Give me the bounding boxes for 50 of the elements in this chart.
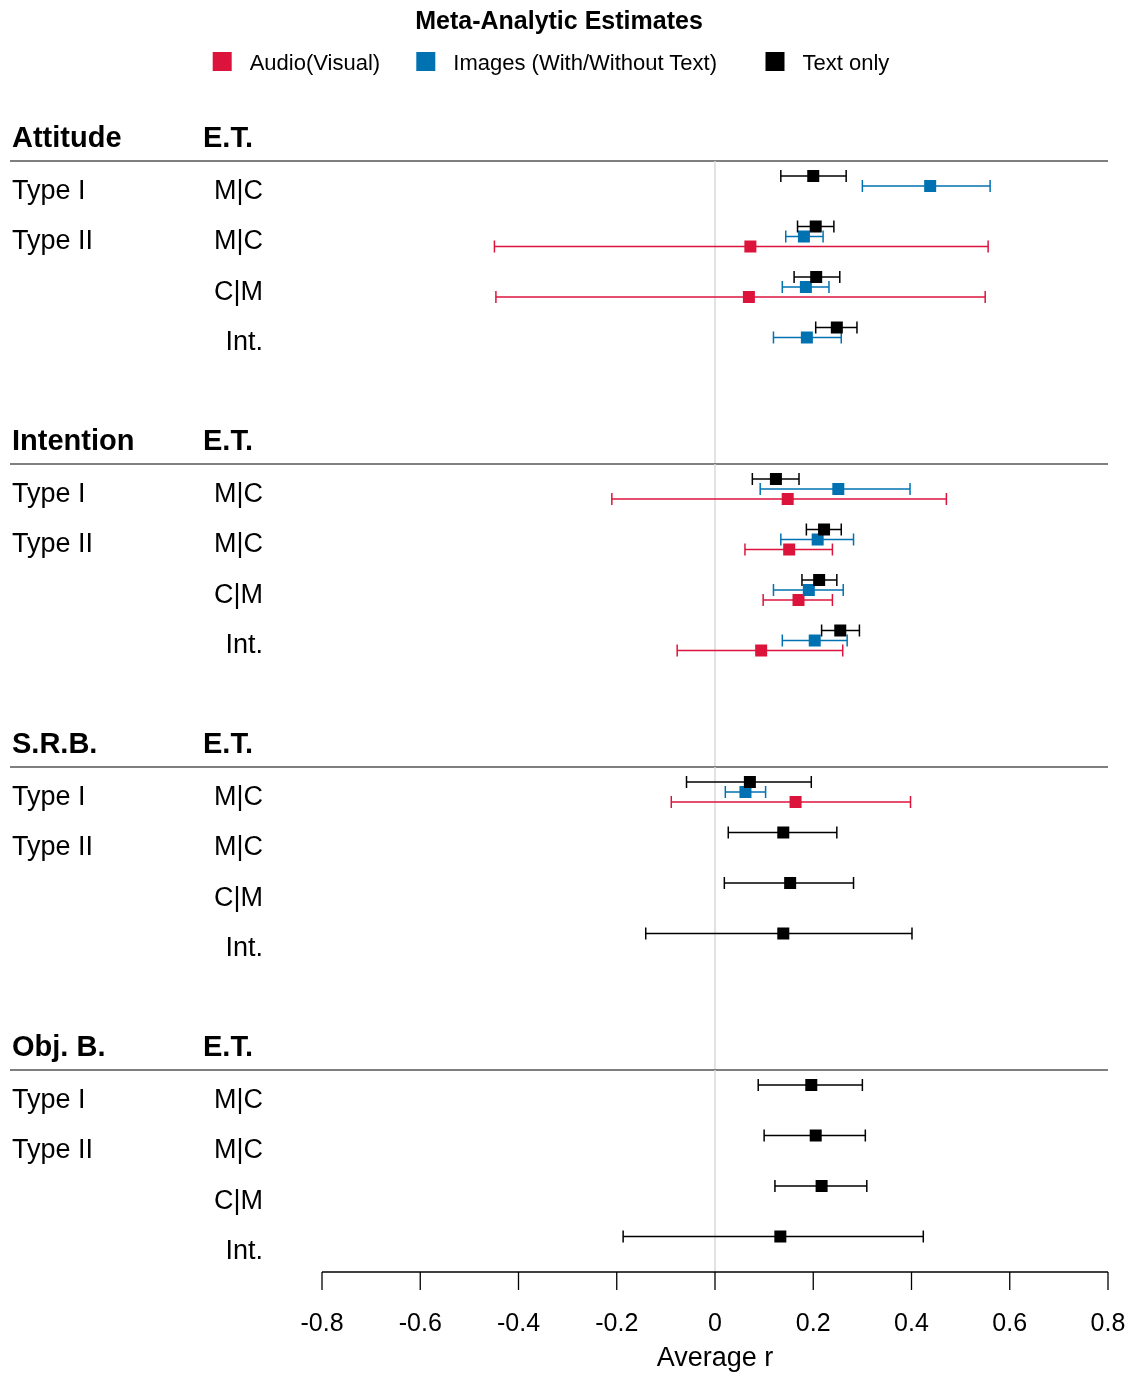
y2-tick-label: Type II — [12, 1134, 94, 1165]
x-tick-label: 0.4 — [894, 1308, 929, 1336]
y2-tick-label: Type II — [12, 831, 94, 862]
y-tick-label: M|C — [213, 225, 263, 256]
y-tick-label: M|C — [213, 174, 263, 205]
text: Intention — [12, 424, 135, 456]
x-tick-label: -0.2 — [595, 1308, 639, 1336]
text: Obj. B. — [12, 1030, 106, 1062]
y-axis-title: E.T. — [203, 121, 253, 153]
y-axis-title: E.T. — [203, 1030, 253, 1062]
point — [774, 1230, 787, 1243]
x-tick-label: 0.6 — [992, 1308, 1028, 1336]
point — [805, 1079, 818, 1091]
point — [815, 1180, 828, 1192]
y-tick-label: M|C — [213, 1083, 263, 1114]
y-axis-title: E.T. — [203, 727, 253, 759]
y-tick-label: C|M — [213, 275, 263, 306]
y-tick-label: Int. — [225, 629, 263, 660]
y-tick-label: M|C — [213, 528, 263, 559]
y2-tick-label: Type I — [12, 1083, 86, 1114]
x-tick-label: 0.8 — [1090, 1308, 1126, 1336]
y-tick-label: C|M — [213, 881, 263, 912]
y-tick-label: Int. — [225, 326, 263, 357]
x-axis-title: Average r — [656, 1342, 774, 1372]
point — [809, 1129, 822, 1142]
x-tick-label: -0.4 — [496, 1308, 541, 1336]
y-axis-title: E.T. — [203, 424, 253, 456]
x-tick-label: -0.6 — [398, 1308, 442, 1336]
y-tick-label: M|C — [213, 477, 263, 508]
y2-tick-label: Type II — [12, 225, 94, 256]
text: Attitude — [12, 121, 122, 153]
y-tick-label: C|M — [213, 578, 263, 609]
y2-tick-label: Type I — [12, 477, 86, 508]
y-tick-label: Int. — [225, 932, 263, 963]
legend-label: Text only — [802, 49, 890, 75]
y-tick-label: C|M — [213, 1184, 263, 1215]
y2-tick-label: Type I — [12, 780, 86, 811]
x-tick-label: -0.8 — [300, 1308, 344, 1336]
x-tick-label: 0 — [708, 1308, 722, 1336]
y-tick-label: M|C — [213, 1134, 263, 1165]
y2-tick-label: Type I — [12, 174, 86, 205]
y-tick-label: M|C — [213, 831, 263, 862]
y2-tick-label: Type II — [12, 528, 94, 559]
legend-label: Images (With/Without Text) — [453, 49, 717, 75]
x-tick-label: 0.2 — [795, 1308, 831, 1336]
legend-label: Audio(Visual) — [249, 49, 381, 75]
y-tick-label: Int. — [225, 1235, 263, 1266]
text: S.R.B. — [12, 727, 98, 759]
y-tick-label: M|C — [213, 780, 263, 811]
chart-title: Meta-Analytic Estimates — [415, 6, 703, 34]
